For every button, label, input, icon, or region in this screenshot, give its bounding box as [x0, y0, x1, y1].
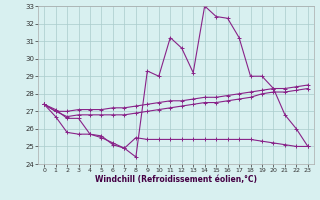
X-axis label: Windchill (Refroidissement éolien,°C): Windchill (Refroidissement éolien,°C): [95, 175, 257, 184]
